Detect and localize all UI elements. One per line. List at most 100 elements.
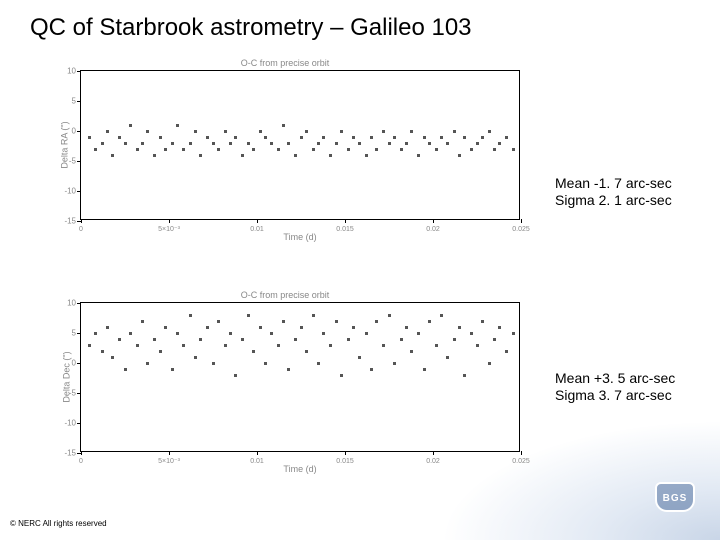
xtick-mark xyxy=(257,219,258,223)
data-point xyxy=(365,154,368,157)
ytick-mark xyxy=(77,161,81,162)
data-point xyxy=(470,148,473,151)
page-title: QC of Starbrook astrometry – Galileo 103 xyxy=(30,14,472,42)
xtick-mark xyxy=(81,219,82,223)
xtick-mark xyxy=(169,219,170,223)
data-point xyxy=(335,320,338,323)
data-point xyxy=(182,344,185,347)
data-point xyxy=(129,124,132,127)
data-point xyxy=(153,338,156,341)
data-point xyxy=(358,142,361,145)
ytick-label: 0 xyxy=(61,127,76,136)
data-point xyxy=(305,350,308,353)
xtick-mark xyxy=(257,451,258,455)
data-point xyxy=(176,332,179,335)
data-point xyxy=(259,326,262,329)
data-point xyxy=(217,320,220,323)
data-point xyxy=(312,314,315,317)
ytick-mark xyxy=(77,191,81,192)
data-point xyxy=(159,350,162,353)
data-point xyxy=(446,142,449,145)
data-point xyxy=(153,154,156,157)
data-point xyxy=(317,362,320,365)
data-point xyxy=(136,344,139,347)
data-point xyxy=(270,332,273,335)
xtick-mark xyxy=(521,219,522,223)
data-point xyxy=(224,130,227,133)
chart-ra: O-C from precise orbit Delta RA (") -15-… xyxy=(35,58,535,253)
data-point xyxy=(176,124,179,127)
data-point xyxy=(247,314,250,317)
xtick-mark xyxy=(345,219,346,223)
data-point xyxy=(317,142,320,145)
data-point xyxy=(277,148,280,151)
data-point xyxy=(252,350,255,353)
data-point xyxy=(111,154,114,157)
data-point xyxy=(88,136,91,139)
chart2-title: O-C from precise orbit xyxy=(35,290,535,300)
data-point xyxy=(393,136,396,139)
data-point xyxy=(423,136,426,139)
data-point xyxy=(224,344,227,347)
ytick-mark xyxy=(77,363,81,364)
data-point xyxy=(488,130,491,133)
ytick-mark xyxy=(77,393,81,394)
data-point xyxy=(329,344,332,347)
xtick-label: 0.01 xyxy=(250,458,264,465)
data-point xyxy=(428,320,431,323)
data-point xyxy=(259,130,262,133)
data-point xyxy=(512,148,515,151)
data-point xyxy=(189,314,192,317)
data-point xyxy=(229,142,232,145)
data-point xyxy=(171,142,174,145)
bgs-logo: BGS xyxy=(650,482,700,520)
data-point xyxy=(458,326,461,329)
data-point xyxy=(287,368,290,371)
data-point xyxy=(410,130,413,133)
ytick-label: -15 xyxy=(61,449,76,458)
xtick-mark xyxy=(433,219,434,223)
data-point xyxy=(101,142,104,145)
data-point xyxy=(282,320,285,323)
data-point xyxy=(106,130,109,133)
ytick-mark xyxy=(77,303,81,304)
data-point xyxy=(446,356,449,359)
logo-shield-icon: BGS xyxy=(655,482,695,512)
xtick-label: 0.025 xyxy=(512,226,530,233)
xtick-mark xyxy=(521,451,522,455)
data-point xyxy=(252,148,255,151)
ytick-label: -5 xyxy=(61,389,76,398)
data-point xyxy=(388,314,391,317)
ytick-label: 5 xyxy=(61,329,76,338)
data-point xyxy=(347,148,350,151)
xtick-mark xyxy=(345,451,346,455)
stats2-sigma: Sigma 3. 7 arc-sec xyxy=(555,387,675,404)
data-point xyxy=(410,350,413,353)
chart2-plot-area: Delta Dec (") -15-10-5051005×10⁻³0.010.0… xyxy=(80,302,520,452)
ytick-label: -10 xyxy=(61,187,76,196)
data-point xyxy=(241,154,244,157)
data-point xyxy=(347,338,350,341)
data-point xyxy=(141,320,144,323)
data-point xyxy=(335,142,338,145)
data-point xyxy=(400,338,403,341)
data-point xyxy=(199,338,202,341)
data-point xyxy=(470,332,473,335)
data-point xyxy=(440,314,443,317)
data-point xyxy=(382,344,385,347)
data-point xyxy=(365,332,368,335)
data-point xyxy=(182,148,185,151)
data-point xyxy=(199,154,202,157)
data-point xyxy=(493,148,496,151)
data-point xyxy=(136,148,139,151)
data-point xyxy=(476,344,479,347)
data-point xyxy=(277,344,280,347)
data-point xyxy=(322,332,325,335)
data-point xyxy=(264,136,267,139)
ytick-mark xyxy=(77,131,81,132)
data-point xyxy=(247,142,250,145)
data-point xyxy=(124,368,127,371)
data-point xyxy=(481,136,484,139)
chart-dec: O-C from precise orbit Delta Dec (") -15… xyxy=(35,290,535,485)
chart1-xlabel: Time (d) xyxy=(80,232,520,242)
